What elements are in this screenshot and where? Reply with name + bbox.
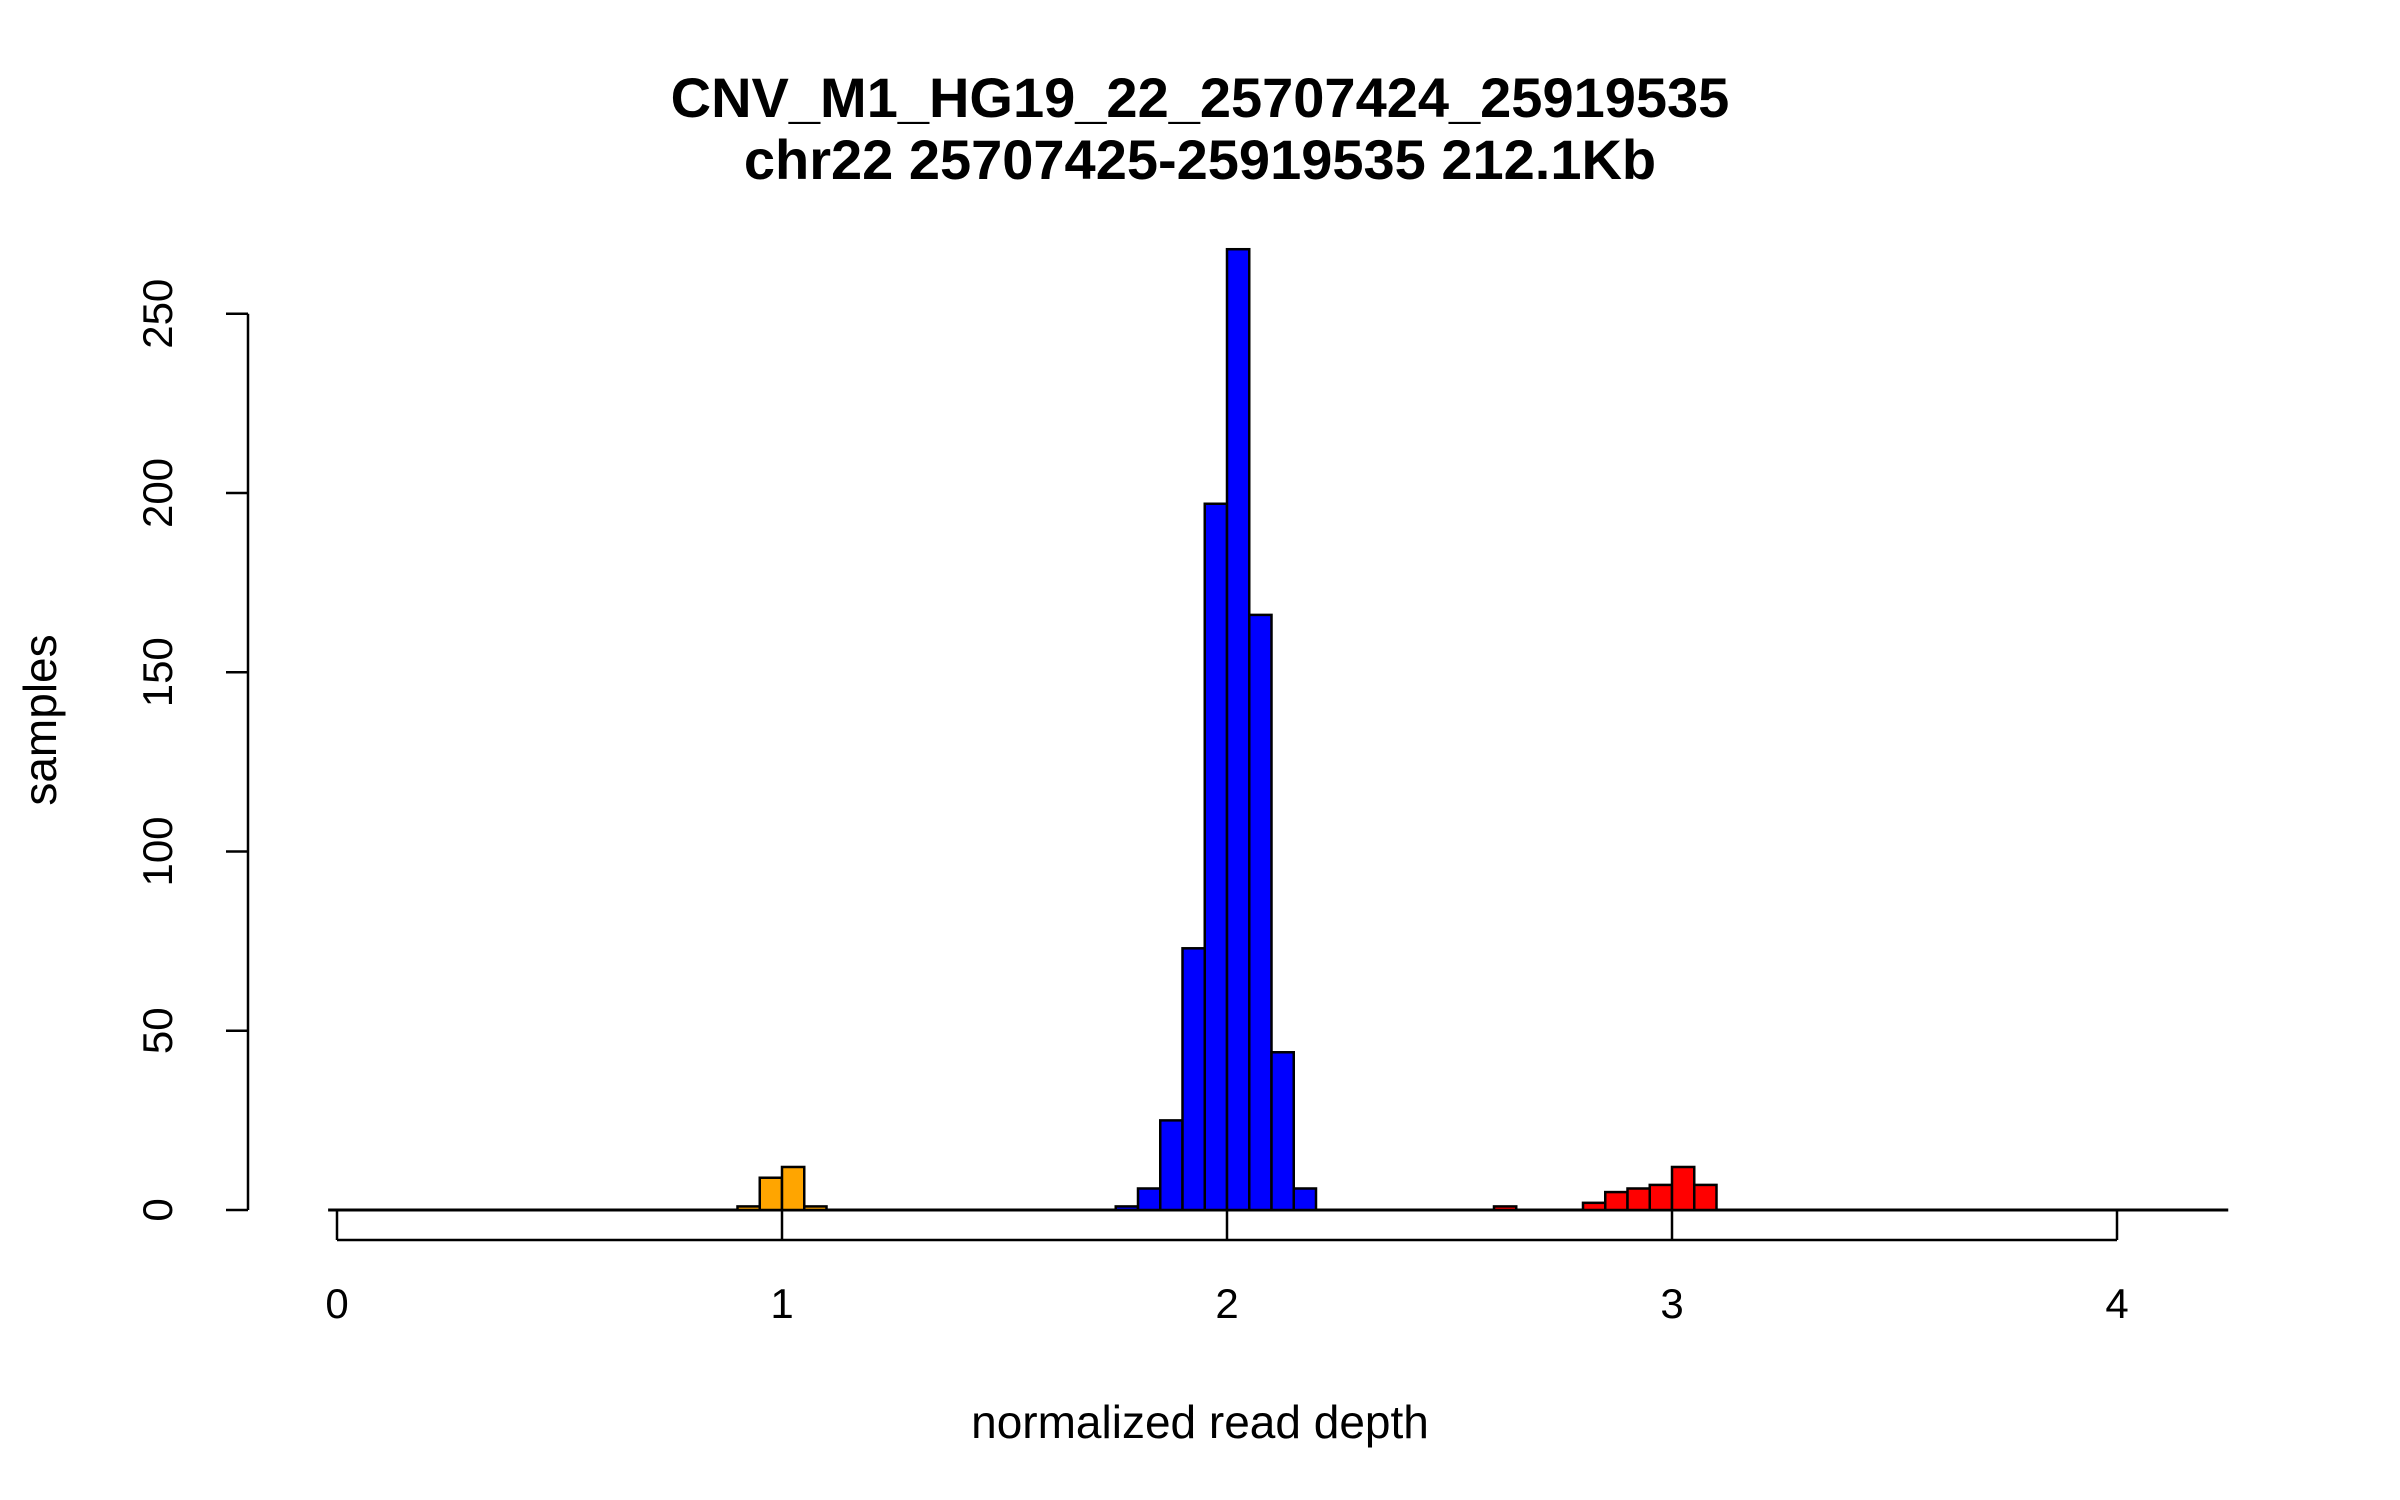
histogram-bar-duplication <box>1604 1190 1629 1212</box>
histogram-bar-deletion <box>758 1176 784 1212</box>
y-tick-label: 150 <box>134 637 181 707</box>
histogram-bar-duplication <box>1492 1205 1518 1212</box>
histogram-bar-duplication <box>1581 1201 1607 1212</box>
histogram-bar-duplication <box>1626 1187 1651 1212</box>
x-tick-label: 4 <box>2105 1280 2128 1327</box>
histogram-bar-normal <box>1292 1187 1318 1212</box>
y-tick-label: 50 <box>134 1007 181 1054</box>
x-tick-label: 3 <box>1660 1280 1683 1327</box>
y-axis-label: samples <box>14 634 66 806</box>
histogram-bar-duplication <box>1693 1183 1718 1212</box>
histogram-bar-normal <box>1159 1119 1184 1212</box>
histogram-bar-deletion <box>780 1165 806 1212</box>
y-tick-label: 200 <box>134 458 181 528</box>
histogram-bar-normal <box>1136 1187 1162 1212</box>
histogram-bar-normal <box>1203 502 1229 1212</box>
histogram-bar-normal <box>1270 1051 1295 1212</box>
x-tick-label: 2 <box>1215 1280 1238 1327</box>
chart-subtitle: chr22 25707425-25919535 212.1Kb <box>743 128 1657 191</box>
x-tick-label: 1 <box>770 1280 793 1327</box>
x-axis-label: normalized read depth <box>971 1396 1429 1448</box>
y-tick-label: 100 <box>134 816 181 886</box>
histogram-bar-deletion <box>736 1205 761 1212</box>
histogram-bar-normal <box>1181 947 1206 1212</box>
histogram-bar-duplication <box>1648 1183 1674 1212</box>
x-tick-label: 0 <box>325 1280 348 1327</box>
histogram-bar-normal <box>1114 1205 1140 1212</box>
y-tick-label: 0 <box>134 1198 181 1221</box>
histogram-bar-deletion <box>803 1205 828 1212</box>
y-tick-label: 250 <box>134 279 181 349</box>
histogram-bar-normal <box>1248 613 1273 1212</box>
chart-title: CNV_M1_HG19_22_25707424_25919535 <box>670 66 1730 129</box>
histogram-bar-duplication <box>1670 1165 1696 1212</box>
histogram-bar-normal <box>1225 247 1251 1212</box>
